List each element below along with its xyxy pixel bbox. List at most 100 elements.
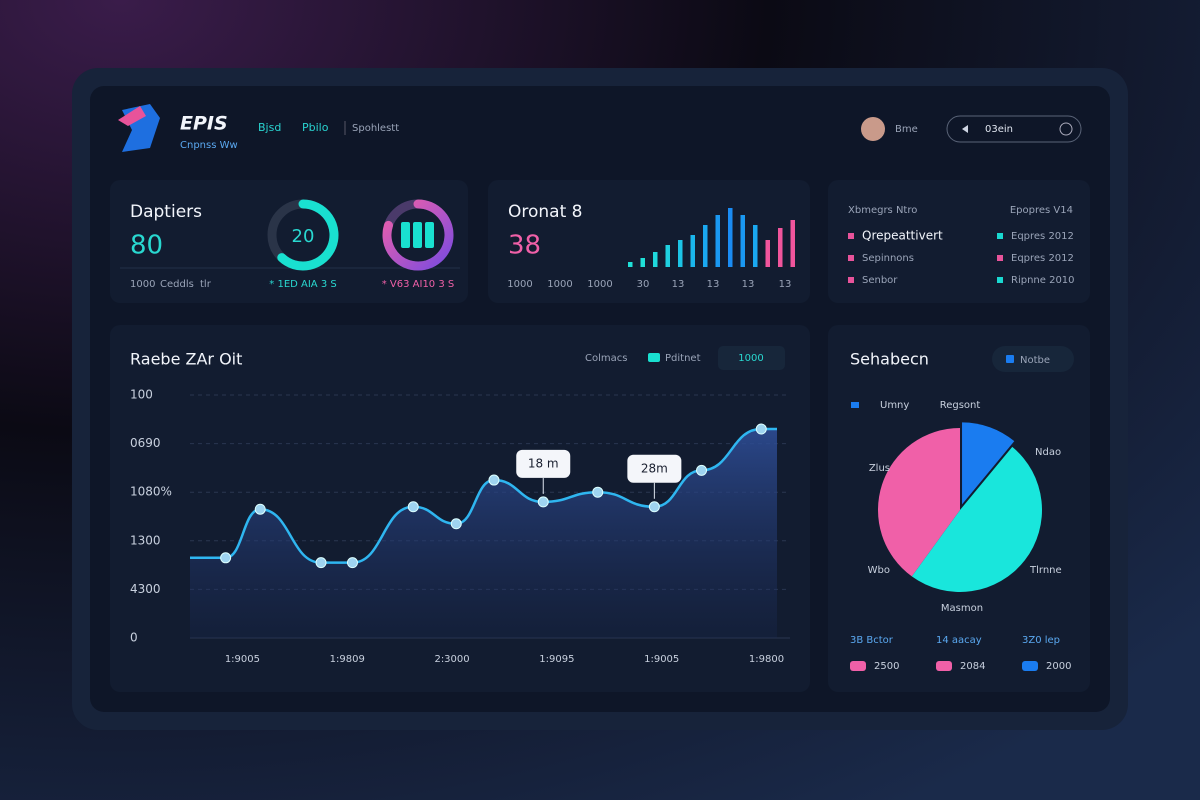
x-tick-label: 1:9095 (539, 654, 574, 665)
legend-item: Eqpres 2012 (1011, 253, 1074, 264)
button-label: 1000 (738, 353, 763, 364)
bar (653, 252, 658, 267)
card-footer: 1000 (587, 279, 612, 290)
card-value: 38 (508, 231, 541, 261)
legend-swatch (936, 661, 952, 671)
legend-name: 14 aacay (936, 635, 982, 646)
card-footer: 13 (707, 279, 720, 290)
pie-label-swatch (851, 402, 859, 408)
card-footer: 13 (742, 279, 755, 290)
marker (407, 501, 419, 513)
y-tick-label: 100 (130, 388, 153, 402)
card-footer: 1000 (130, 279, 155, 290)
nav-item[interactable]: Pbilo (302, 121, 329, 134)
legend-swatch (997, 277, 1003, 283)
legend-item: Qrepeattivert (862, 229, 943, 243)
legend-swatch (1022, 661, 1038, 671)
card-footer: tlr (200, 279, 212, 290)
gauge-arc (382, 199, 454, 271)
marker (346, 557, 358, 569)
legend-swatch (848, 277, 854, 283)
callout-label: 28m (641, 461, 668, 475)
card-footer: 13 (779, 279, 792, 290)
bar (740, 215, 745, 267)
gauge-arc (277, 199, 339, 271)
button-icon (1006, 355, 1014, 363)
avatar[interactable] (861, 117, 885, 141)
legend-item: Sepinnons (862, 253, 914, 264)
callout-label: 18 m (528, 456, 559, 470)
button[interactable] (992, 346, 1074, 372)
pie-label: Umny (880, 400, 909, 411)
nav-item[interactable]: Bjsd (258, 121, 281, 134)
x-tick-label: 1:9005 (644, 654, 679, 665)
area (190, 429, 777, 638)
legend-swatch (648, 353, 660, 362)
bar (640, 258, 645, 267)
user-name: Bme (895, 124, 918, 135)
y-tick-label: 4300 (130, 582, 161, 596)
bar (690, 235, 695, 267)
legend-swatch (848, 255, 854, 261)
marker (755, 423, 767, 435)
legend-item: Colmacs (585, 353, 627, 364)
logo-icon (118, 106, 146, 126)
marker (315, 557, 327, 569)
marker (648, 501, 660, 513)
bar (678, 240, 683, 267)
y-tick-label: 1300 (130, 533, 161, 547)
card-title: Oronat 8 (508, 202, 582, 222)
bar (665, 245, 670, 267)
legend-name: 3B Bctor (850, 635, 894, 646)
marker (537, 496, 549, 508)
y-tick-label: 0690 (130, 436, 161, 450)
legend-value: 2500 (874, 661, 899, 672)
legend-name: 3Z0 lep (1022, 635, 1060, 646)
x-tick-label: 1:9800 (749, 654, 784, 665)
bar (778, 228, 783, 267)
logo-sub: Cnpnss Ww (180, 140, 238, 151)
pie-slice (962, 422, 1015, 505)
legend-swatch (848, 233, 854, 239)
card-footer: Ceddls (160, 279, 194, 290)
pie-slice (877, 428, 960, 577)
card-title: Epopres V14 (1010, 205, 1073, 216)
gauge-label: * V63 AI10 3 S (382, 279, 455, 290)
callout (516, 449, 571, 478)
chart-title: Raebe ZAr Oit (130, 350, 242, 369)
pie-label: Masmon (941, 603, 983, 614)
marker (592, 486, 604, 498)
pie-label: Ndao (1035, 447, 1061, 458)
search-box[interactable] (946, 115, 1082, 143)
nav-item[interactable]: Spohlestt (352, 123, 399, 134)
card-title: Xbmegrs Ntro (848, 205, 917, 216)
card-footer: 13 (672, 279, 685, 290)
legend-value: 2000 (1046, 661, 1071, 672)
marker (450, 518, 462, 530)
y-tick-label: 0 (130, 631, 138, 645)
pie-slice (911, 446, 1042, 592)
marker (220, 552, 232, 564)
logo: EPIS (180, 113, 228, 135)
card (110, 180, 468, 303)
bar (753, 225, 758, 267)
search-icon (962, 125, 968, 133)
legend-swatch (997, 255, 1003, 261)
marker (696, 464, 708, 476)
card (828, 180, 1090, 303)
pie-label: Wbo (868, 565, 890, 576)
callout (627, 454, 682, 483)
card-footer: 30 (637, 279, 650, 290)
search-button[interactable] (1059, 122, 1073, 136)
legend-swatch (850, 661, 866, 671)
bar (703, 225, 708, 267)
marker (488, 474, 500, 486)
card-value: 80 (130, 231, 163, 261)
legend-item: Eqpres 2012 (1011, 231, 1074, 242)
button[interactable] (718, 346, 785, 370)
bar (628, 262, 633, 267)
gauge-label: * 1ED AIA 3 S (269, 279, 336, 290)
bar (715, 215, 720, 267)
pie-label: Tlrnne (1029, 565, 1062, 576)
